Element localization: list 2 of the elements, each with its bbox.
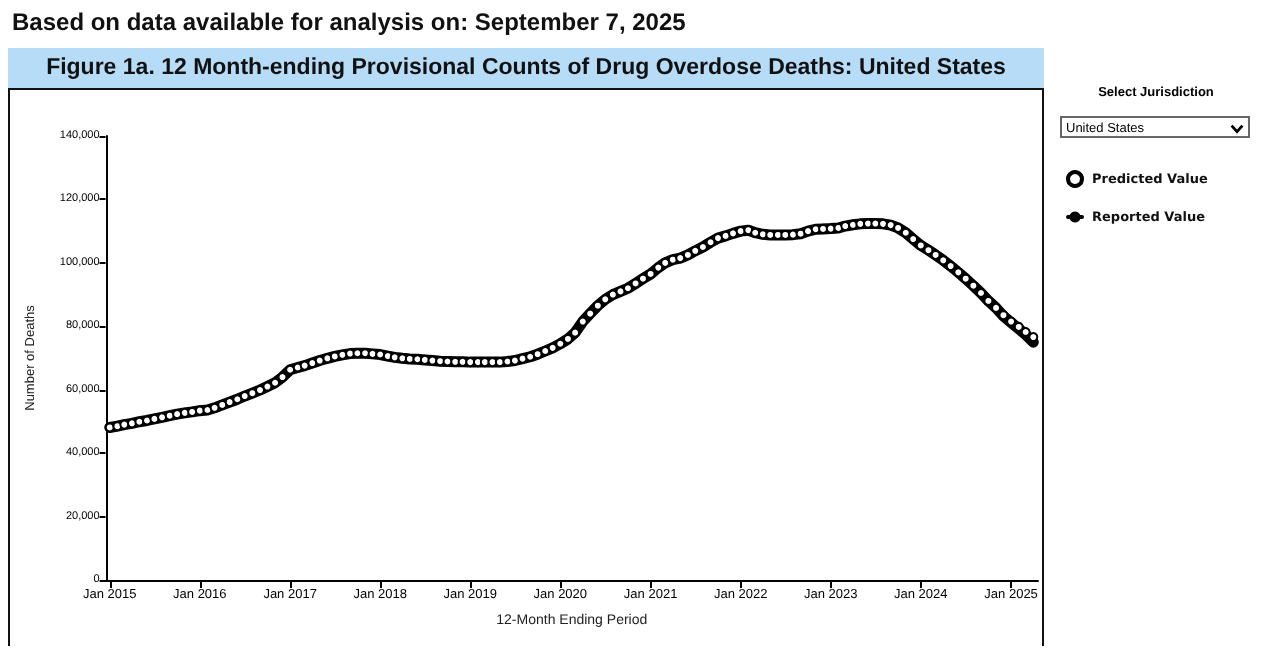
chart-title: Figure 1a. 12 Month-ending Provisional Counts of Drug Overdose Deaths: United States <box>8 48 1044 88</box>
chart-subtitle: Based on data available for analysis on: September 7, 2025 <box>12 8 686 36</box>
